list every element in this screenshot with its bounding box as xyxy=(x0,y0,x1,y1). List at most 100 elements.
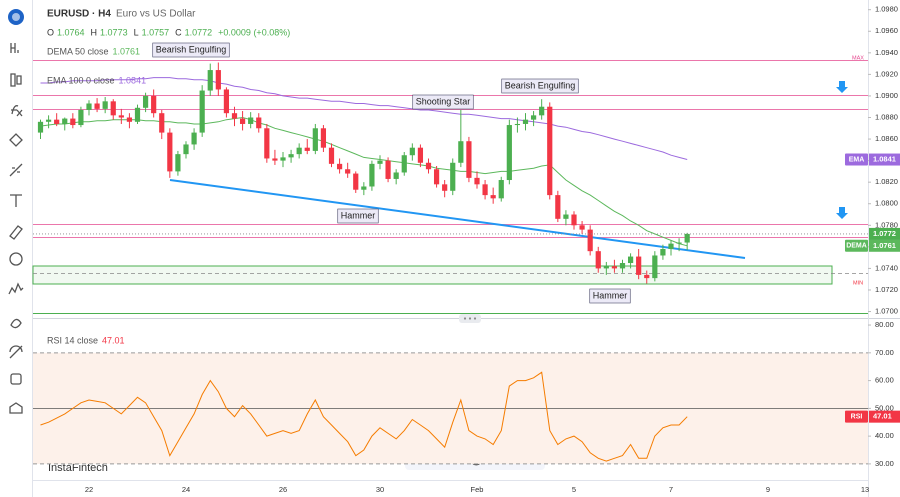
candle-body xyxy=(45,119,52,122)
candle-body xyxy=(627,256,634,264)
x-tick-label: 13 xyxy=(861,485,869,494)
y-tick-label: 1.0880 xyxy=(875,112,898,121)
series-line xyxy=(40,371,688,462)
legend-value: 47.01 xyxy=(102,335,125,345)
x-tick-label: 7 xyxy=(669,485,673,494)
annotation-box xyxy=(337,208,379,224)
candle-body xyxy=(547,106,553,196)
ohlc-label: O xyxy=(47,27,54,37)
indicators-icon[interactable] xyxy=(11,105,23,117)
candle-body xyxy=(466,141,472,178)
badge-value: 1.0772 xyxy=(873,229,896,238)
candle-body xyxy=(191,132,197,145)
badge-bg xyxy=(869,227,900,240)
hide-icon[interactable] xyxy=(9,345,23,359)
x-tick-label: 5 xyxy=(572,485,576,494)
candle-body xyxy=(425,162,432,170)
y-tick-label: 1.0980 xyxy=(875,5,898,14)
candle-body xyxy=(94,103,100,109)
candle-body xyxy=(668,243,674,250)
candle-body xyxy=(304,147,310,151)
y-tick-label: 1.0920 xyxy=(875,69,898,78)
trend-line xyxy=(169,179,746,259)
candle-body xyxy=(611,266,618,269)
badge-value: 47.01 xyxy=(873,412,892,421)
y-tick-label: 1.0720 xyxy=(875,285,898,294)
legend-name: RSI 14 close xyxy=(47,335,98,345)
annotation: Hammer xyxy=(593,290,628,300)
annotation: Hammer xyxy=(341,210,376,220)
candle-body xyxy=(62,118,68,124)
handle-dot xyxy=(463,317,467,320)
watermark: InstaFintech xyxy=(48,462,108,474)
y-tick-label: 40.00 xyxy=(875,431,894,440)
ohlc-value: 1.0764 xyxy=(57,27,85,37)
y-tick-label: 1.0900 xyxy=(875,91,898,100)
y-tick-label: 1.0860 xyxy=(875,134,898,143)
legend-value: 1.0761 xyxy=(113,46,141,56)
range-marker: MAX xyxy=(852,55,864,61)
candle-body xyxy=(86,103,92,110)
candle-body xyxy=(603,266,609,269)
badge-label-bg xyxy=(845,239,868,252)
candle-body xyxy=(54,119,60,124)
ohlc-value: 1.0773 xyxy=(100,27,128,37)
cursor-icon[interactable] xyxy=(9,133,23,147)
candle-body xyxy=(539,106,545,116)
candle-body xyxy=(248,117,254,124)
chart-type-icon[interactable] xyxy=(10,73,22,87)
emoji-icon[interactable] xyxy=(9,252,23,266)
magnet-icon[interactable] xyxy=(10,318,22,329)
candle-body xyxy=(134,107,141,122)
badge-label-bg xyxy=(845,153,868,166)
candle-body xyxy=(256,117,262,129)
lines-icon[interactable] xyxy=(9,163,23,177)
badge-bg xyxy=(869,239,900,252)
chart-title: EURUSD · H4 xyxy=(47,9,111,20)
badge-label: RSI xyxy=(851,414,863,421)
annotation-box xyxy=(589,288,631,304)
timeframe-icon[interactable] xyxy=(10,43,19,53)
candle-body xyxy=(37,121,44,133)
y-tick-label: 1.0700 xyxy=(875,307,898,316)
candle-body xyxy=(450,162,456,191)
candle-body xyxy=(320,128,327,148)
candle-body xyxy=(587,229,593,252)
ohlc-label: C xyxy=(175,27,182,37)
x-tick-label: 30 xyxy=(376,485,384,494)
ohlc-value: 1.0772 xyxy=(185,27,213,37)
candle-body xyxy=(442,184,448,191)
candle-body xyxy=(522,119,529,124)
candle-body xyxy=(102,101,108,109)
brush-icon[interactable] xyxy=(9,225,23,240)
candle-body xyxy=(482,184,488,196)
candle-body xyxy=(530,115,537,120)
badge-bg xyxy=(869,410,900,423)
y-tick-label: 1.0740 xyxy=(875,263,898,272)
candle-body xyxy=(393,172,399,179)
candle-body xyxy=(151,95,157,114)
legend-name: EMA 100 0 close xyxy=(47,75,115,85)
annotation-box xyxy=(152,42,230,58)
lock-icon[interactable] xyxy=(10,373,22,385)
badge-bg xyxy=(869,153,900,166)
candle-body xyxy=(199,90,205,133)
candle-body xyxy=(644,274,650,279)
arrow-down xyxy=(836,207,848,219)
text-icon[interactable] xyxy=(10,194,22,207)
candle-body xyxy=(636,256,642,275)
badge-label: DEMA xyxy=(846,243,867,250)
candle-body xyxy=(142,95,149,108)
badge-value: 1.0841 xyxy=(873,155,896,164)
annotation-box xyxy=(412,94,474,110)
patterns-icon[interactable] xyxy=(8,282,24,295)
candle-body xyxy=(264,128,270,159)
candle-body xyxy=(579,225,585,230)
symbol-icon-inner xyxy=(12,13,20,21)
candle-body xyxy=(555,195,561,219)
candle-body xyxy=(118,115,124,118)
home-icon[interactable] xyxy=(9,402,23,414)
y-tick-label: 1.0800 xyxy=(875,199,898,208)
